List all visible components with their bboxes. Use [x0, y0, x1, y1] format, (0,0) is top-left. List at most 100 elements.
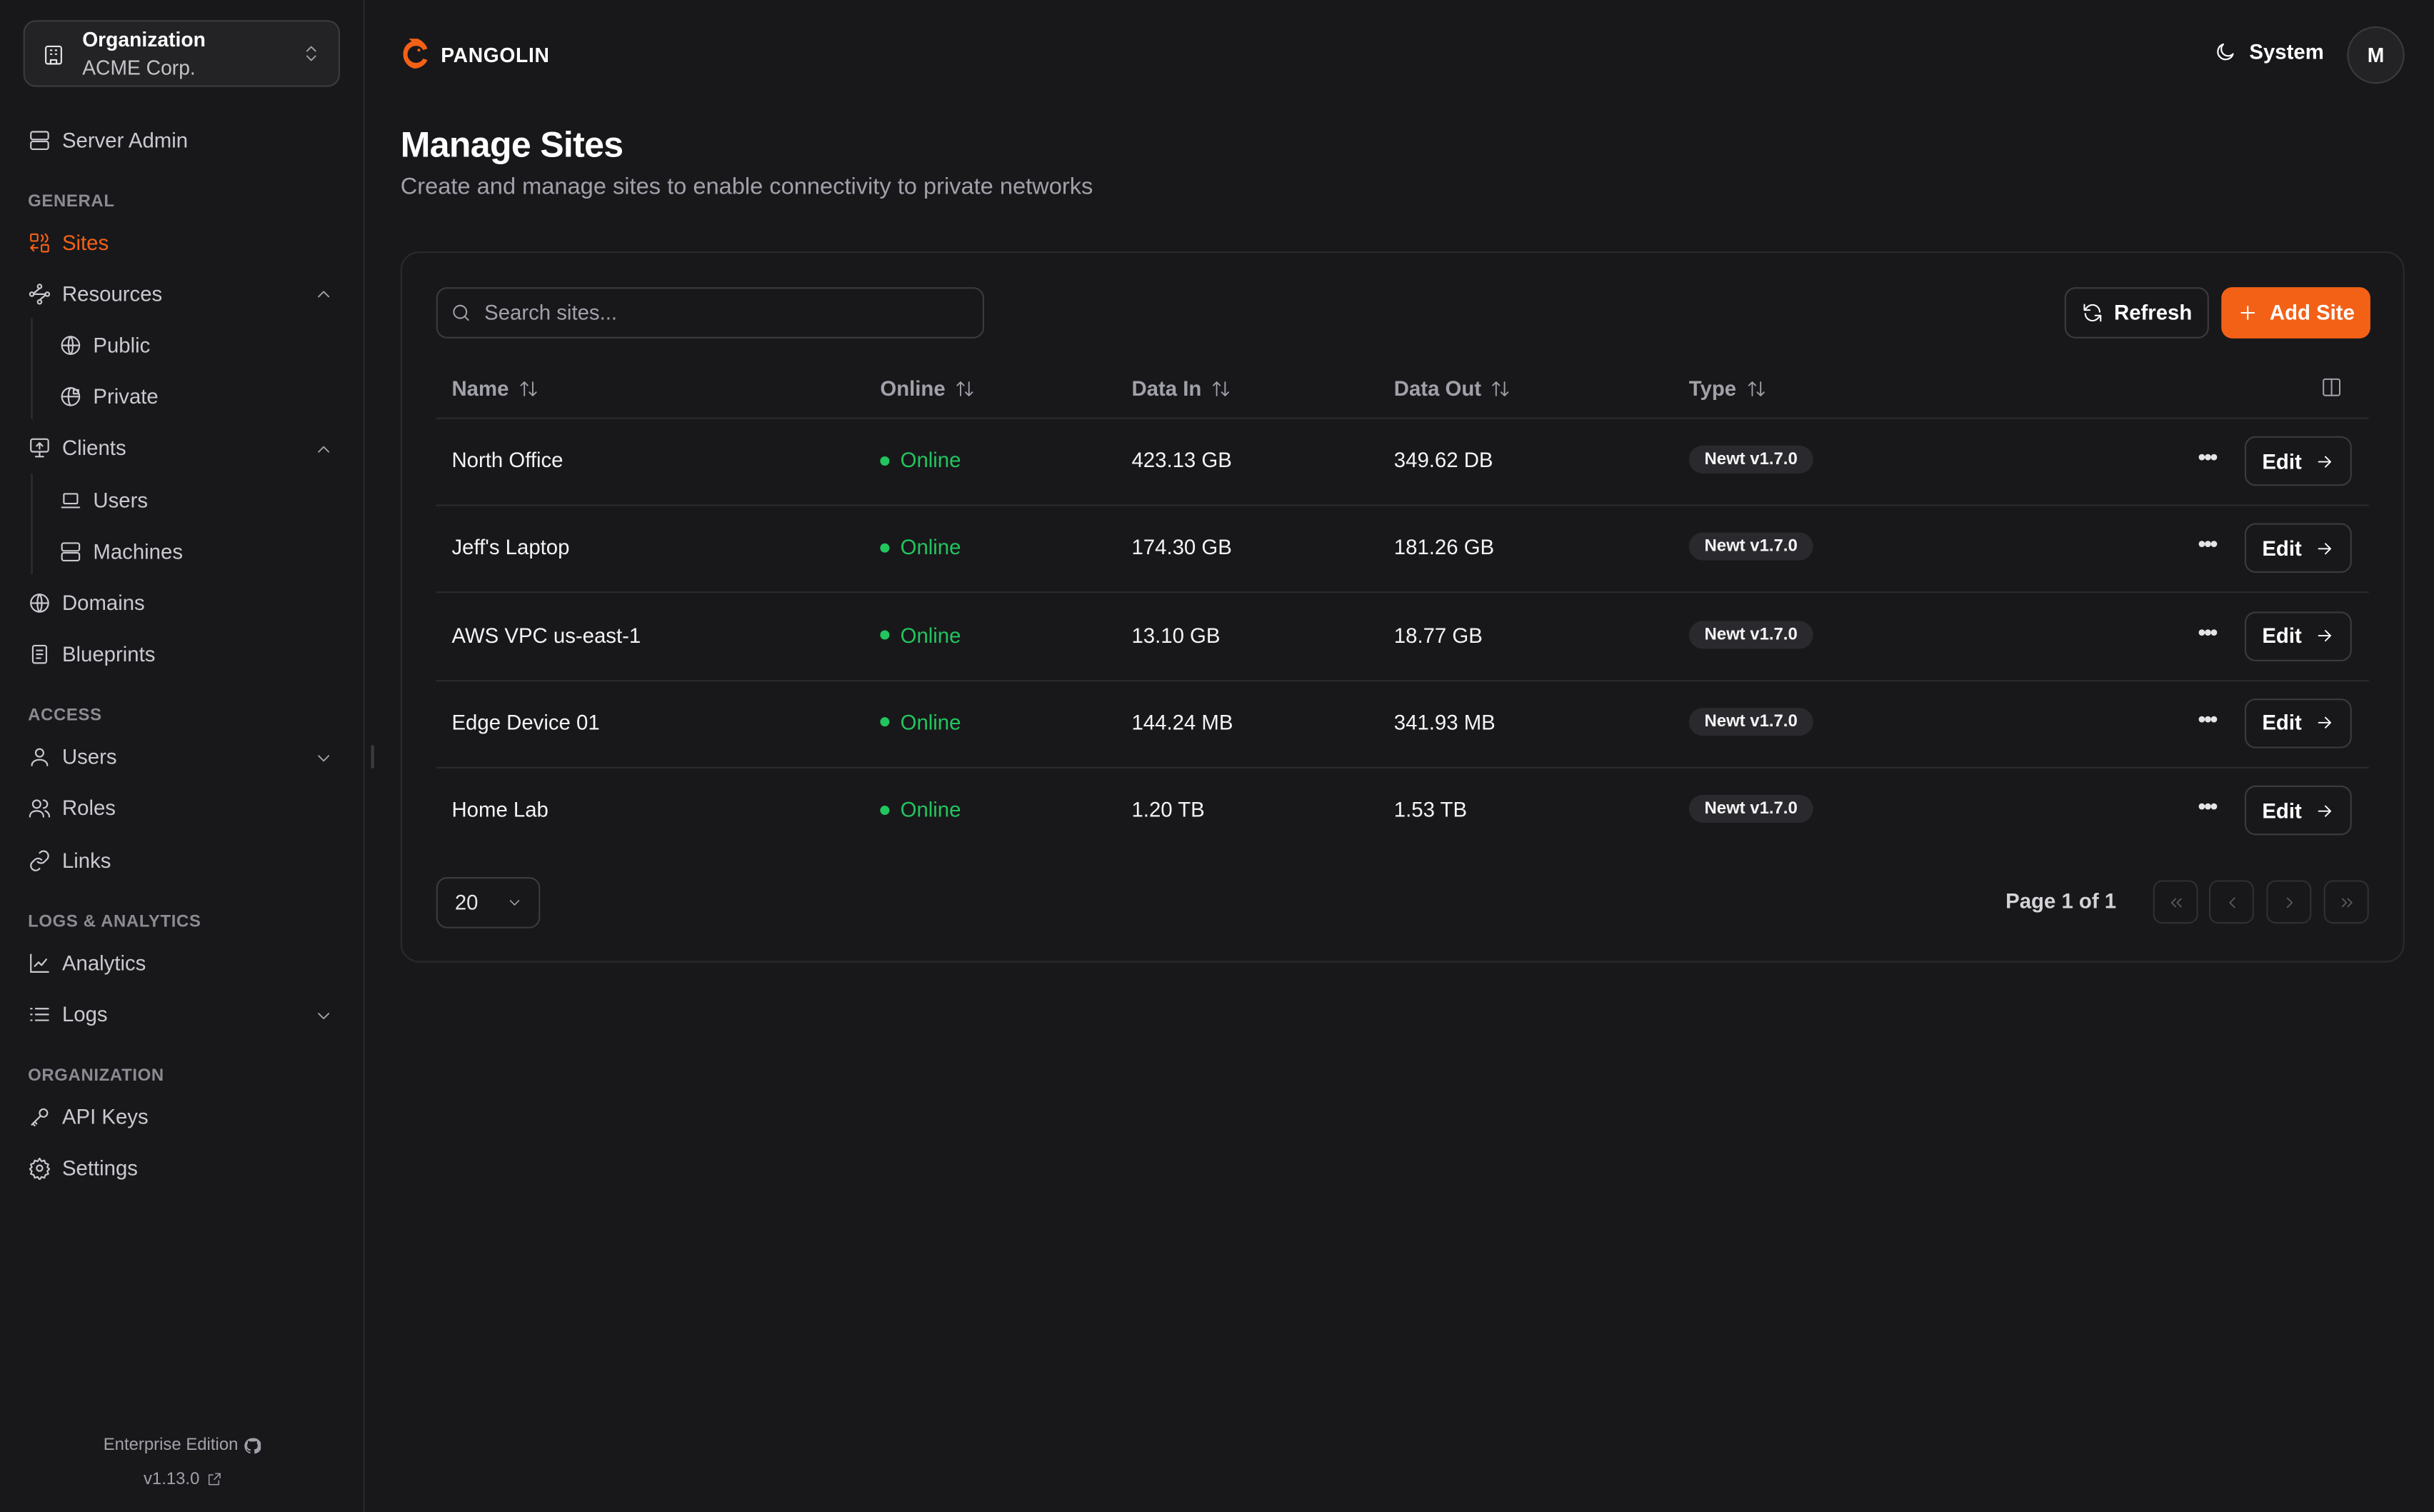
sites-card — [400, 251, 2405, 963]
search-icon — [453, 304, 469, 321]
data-out: 1.53 TB — [1393, 798, 1468, 821]
sidebar-item-label: Private — [93, 384, 159, 408]
more-actions-icon[interactable]: ••• — [2198, 706, 2218, 731]
github-icon — [245, 1437, 262, 1453]
sidebar-resize-handle[interactable] — [371, 745, 374, 768]
sidebar-item-clients[interactable]: Clients — [28, 431, 126, 462]
moon-icon — [2217, 43, 2234, 61]
arrow-right-icon — [2318, 542, 2331, 554]
sidebar-item-domains[interactable]: Domains — [28, 587, 145, 618]
status-label: Online — [900, 449, 961, 472]
column-header-online[interactable]: Online — [880, 377, 975, 401]
chevron-left-icon — [2228, 896, 2235, 908]
online-status: Online — [880, 711, 961, 734]
column-header-type[interactable]: Type — [1689, 377, 1766, 401]
sidebar-item-public[interactable]: Public — [59, 329, 150, 360]
sidebar-item-blueprints[interactable]: Blueprints — [28, 638, 155, 669]
edit-button[interactable]: Edit — [2244, 611, 2352, 661]
plus-icon — [2240, 306, 2255, 320]
sidebar-item-sites[interactable]: Sites — [28, 226, 109, 257]
org-selector[interactable]: Organization ACME Corp. — [23, 20, 340, 87]
section-general: GENERAL — [28, 192, 115, 211]
chevron-down-icon[interactable] — [314, 1004, 334, 1028]
first-page-button[interactable] — [2153, 880, 2198, 924]
sites-icon — [30, 232, 49, 252]
type-badge: Newt v1.7.0 — [1688, 620, 1813, 649]
tree-line — [31, 318, 33, 419]
page-title: Manage Sites — [400, 124, 623, 165]
edit-button[interactable]: Edit — [2244, 698, 2352, 749]
avatar[interactable]: M — [2347, 26, 2405, 84]
theme-toggle[interactable]: System — [2213, 41, 2324, 64]
refresh-label: Refresh — [2114, 301, 2193, 325]
search-input[interactable] — [436, 287, 984, 339]
pangolin-logo-icon — [403, 39, 428, 69]
edition-link[interactable]: Enterprise Edition — [0, 1436, 365, 1455]
chevron-down-icon — [509, 900, 520, 906]
column-header-data-in[interactable]: Data In — [1131, 377, 1231, 401]
sidebar-item-settings[interactable]: Settings — [28, 1152, 138, 1183]
more-actions-icon[interactable]: ••• — [2198, 531, 2218, 556]
site-name: AWS VPC us-east-1 — [451, 623, 641, 647]
edit-button[interactable]: Edit — [2244, 524, 2352, 574]
sidebar-item-api-keys[interactable]: API Keys — [28, 1101, 149, 1131]
chevron-down-icon[interactable] — [314, 746, 334, 770]
status-label: Online — [900, 623, 961, 647]
sidebar-item-analytics[interactable]: Analytics — [28, 947, 146, 978]
sidebar-item-resources[interactable]: Resources — [28, 278, 162, 309]
sidebar-item-private[interactable]: Private — [59, 381, 159, 411]
chevron-up-icon[interactable] — [314, 283, 334, 306]
sidebar-item-links[interactable]: Links — [28, 844, 111, 875]
section-organization: ORGANIZATION — [28, 1066, 164, 1086]
more-actions-icon[interactable]: ••• — [2198, 793, 2218, 818]
more-actions-icon[interactable]: ••• — [2198, 619, 2218, 644]
status-dot — [880, 630, 890, 640]
sidebar-item-machines[interactable]: Machines — [59, 536, 183, 566]
last-page-button[interactable] — [2323, 880, 2369, 924]
online-status: Online — [880, 536, 961, 559]
refresh-button[interactable]: Refresh — [2064, 287, 2209, 339]
chevrons-up-down-icon — [306, 46, 316, 61]
section-access: ACCESS — [28, 706, 102, 726]
more-actions-icon[interactable]: ••• — [2198, 444, 2218, 469]
site-name: North Office — [451, 449, 564, 472]
add-site-button[interactable]: Add Site — [2221, 287, 2370, 339]
sort-icon — [1492, 381, 1509, 396]
chevron-up-icon[interactable] — [314, 438, 334, 461]
sidebar-item-label: Users — [93, 488, 149, 512]
chevrons-left-icon — [2170, 897, 2181, 907]
column-label: Type — [1688, 377, 1737, 401]
refresh-icon — [2083, 304, 2101, 322]
online-status: Online — [880, 798, 961, 821]
sidebar-item-logs[interactable]: Logs — [28, 998, 108, 1029]
type-badge: Newt v1.7.0 — [1688, 794, 1813, 823]
status-label: Online — [900, 710, 961, 734]
arrow-right-icon — [2318, 630, 2331, 642]
edit-button[interactable]: Edit — [2244, 785, 2352, 836]
search-field[interactable] — [484, 301, 951, 325]
sidebar-item-label: Analytics — [61, 951, 146, 974]
sidebar-item-server-admin[interactable]: Server Admin — [28, 124, 188, 155]
sidebar: Organization ACME Corp. Server Admin GEN… — [0, 0, 365, 1512]
status-dot — [880, 717, 890, 727]
version-link[interactable]: v1.13.0 — [0, 1470, 365, 1488]
page-size-value: 20 — [454, 891, 479, 915]
type-badge: Newt v1.7.0 — [1688, 533, 1813, 561]
users-icon — [29, 798, 51, 817]
sidebar-item-client-users[interactable]: Users — [59, 484, 148, 515]
prev-page-button[interactable] — [2208, 880, 2254, 924]
data-in: 144.24 MB — [1131, 710, 1233, 734]
edit-button[interactable]: Edit — [2244, 436, 2352, 486]
sidebar-item-roles[interactable]: Roles — [28, 791, 116, 822]
columns-icon[interactable] — [2320, 376, 2342, 399]
add-site-label: Add Site — [2269, 301, 2355, 325]
sort-icon — [1747, 381, 1764, 396]
sidebar-item-users[interactable]: Users — [28, 741, 117, 771]
section-logs: LOGS & ANALYTICS — [28, 913, 201, 932]
column-header-data-out[interactable]: Data Out — [1394, 377, 1511, 401]
column-label: Data In — [1131, 377, 1202, 401]
page-size-select[interactable]: 20 — [436, 877, 541, 928]
monitor-up-icon — [30, 437, 49, 457]
column-header-name[interactable]: Name — [451, 377, 538, 401]
next-page-button[interactable] — [2266, 880, 2312, 924]
